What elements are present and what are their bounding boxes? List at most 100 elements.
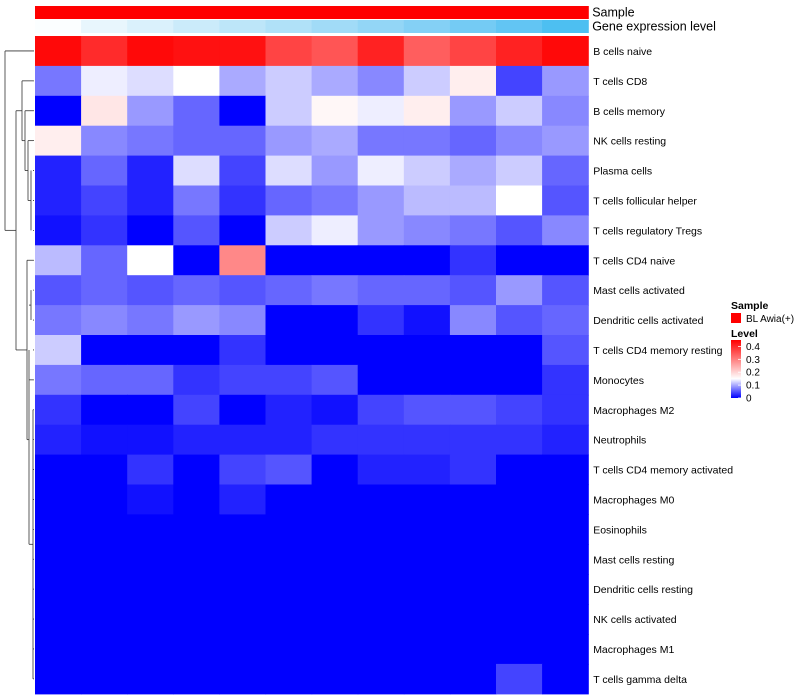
heatmap-cell (357, 245, 405, 276)
annotation-cell (265, 6, 313, 19)
heatmap-cell (265, 394, 313, 426)
heatmap-cell (403, 335, 451, 366)
heatmap-cell (127, 65, 174, 97)
heatmap-cell (357, 663, 405, 695)
annotation-cell (173, 20, 220, 33)
heatmap-cell (127, 394, 174, 426)
heatmap-cell (81, 245, 128, 276)
annotation-cell (219, 20, 267, 33)
heatmap-cell (542, 185, 589, 216)
heatmap-cell (449, 305, 497, 336)
heatmap-cell (403, 185, 451, 216)
heatmap-cell (311, 275, 359, 306)
heatmap-cell (173, 36, 220, 67)
heatmap-cell (357, 544, 405, 575)
heatmap-cell (81, 514, 128, 545)
heatmap-cell (449, 185, 497, 216)
row-dendrogram (4, 50, 34, 680)
heatmap-cell (173, 215, 220, 246)
heatmap-cell (35, 185, 82, 216)
heatmap-cell (449, 335, 497, 366)
heatmap-cell (35, 125, 82, 157)
heatmap-cell (265, 424, 313, 456)
heatmap-cell (449, 245, 497, 276)
legend-tick-label: 0.1 (746, 381, 760, 392)
heatmap-cell (542, 394, 589, 426)
heatmap-cell (311, 394, 359, 426)
heatmap-cell (219, 394, 267, 426)
heatmap-cell (496, 604, 543, 635)
heatmap-cell (542, 36, 589, 67)
heatmap-cell (311, 484, 359, 515)
heatmap-cell (219, 155, 267, 187)
heatmap-cell (173, 574, 220, 605)
annotation-cell (127, 6, 174, 19)
heatmap-cell (173, 245, 220, 276)
heatmap-cell (357, 335, 405, 366)
heatmap-cell (403, 394, 451, 426)
heatmap-cell (173, 454, 220, 486)
heatmap-cell (35, 335, 82, 366)
heatmap-cell (219, 514, 267, 545)
heatmap-cell (403, 125, 451, 157)
heatmap-cell (219, 484, 267, 515)
heatmap-cell (357, 424, 405, 456)
heatmap-cell (35, 604, 82, 635)
heatmap-cell (311, 454, 359, 486)
heatmap-cell (219, 245, 267, 276)
row-label: Dendritic cells activated (593, 315, 703, 327)
heatmap-cell (542, 335, 589, 366)
heatmap-cell (311, 65, 359, 97)
heatmap-cell (449, 155, 497, 187)
heatmap-cell (311, 364, 359, 396)
heatmap-cell (403, 36, 451, 67)
heatmap-cell (496, 574, 543, 605)
heatmap-cell (311, 514, 359, 545)
heatmap-cell (496, 215, 543, 246)
heatmap-cell (81, 125, 128, 157)
heatmap-cell (542, 364, 589, 396)
heatmap-cell (403, 364, 451, 396)
row-label: T cells regulatory Tregs (593, 225, 702, 237)
heatmap-cell (265, 544, 313, 575)
heatmap-cell (449, 544, 497, 575)
heatmap-cell (81, 604, 128, 635)
heatmap-cell (35, 574, 82, 605)
heatmap-cell (81, 95, 128, 127)
heatmap-cell (265, 95, 313, 127)
heatmap-cell (35, 544, 82, 575)
annotation-cell (496, 6, 543, 19)
heatmap-cell (127, 454, 174, 486)
heatmap-cell (496, 95, 543, 127)
heatmap-cell (311, 634, 359, 665)
heatmap-cell (219, 544, 267, 575)
heatmap-cell (403, 454, 451, 486)
legend-tick-label: 0 (746, 394, 752, 405)
heatmap-cell (265, 364, 313, 396)
heatmap-cell (173, 394, 220, 426)
legend-tick-label: 0.4 (746, 342, 760, 353)
annotation-cell (403, 20, 451, 33)
heatmap-cell (496, 663, 543, 695)
row-label: B cells naive (593, 46, 652, 58)
heatmap-cell (496, 364, 543, 396)
heatmap-cell (403, 484, 451, 515)
heatmap-cell (496, 305, 543, 336)
heatmap-cell (219, 335, 267, 366)
heatmap-cell (265, 36, 313, 67)
heatmap-cell (219, 574, 267, 605)
row-label: Dendritic cells resting (593, 584, 693, 596)
heatmap-cell (403, 514, 451, 545)
row-label: Macrophages M1 (593, 644, 674, 656)
heatmap-cell (81, 335, 128, 366)
heatmap-cell (449, 215, 497, 246)
heatmap-cell (542, 574, 589, 605)
row-label: T cells CD4 naive (593, 255, 675, 267)
row-labels: B cells naive T cells CD8 B cells memory NK… (593, 46, 733, 686)
heatmap-cell (219, 36, 267, 67)
annotation-cell (542, 6, 589, 19)
heatmap-cell (81, 663, 128, 695)
heatmap-cell (265, 335, 313, 366)
row-label: T cells follicular helper (593, 195, 697, 207)
